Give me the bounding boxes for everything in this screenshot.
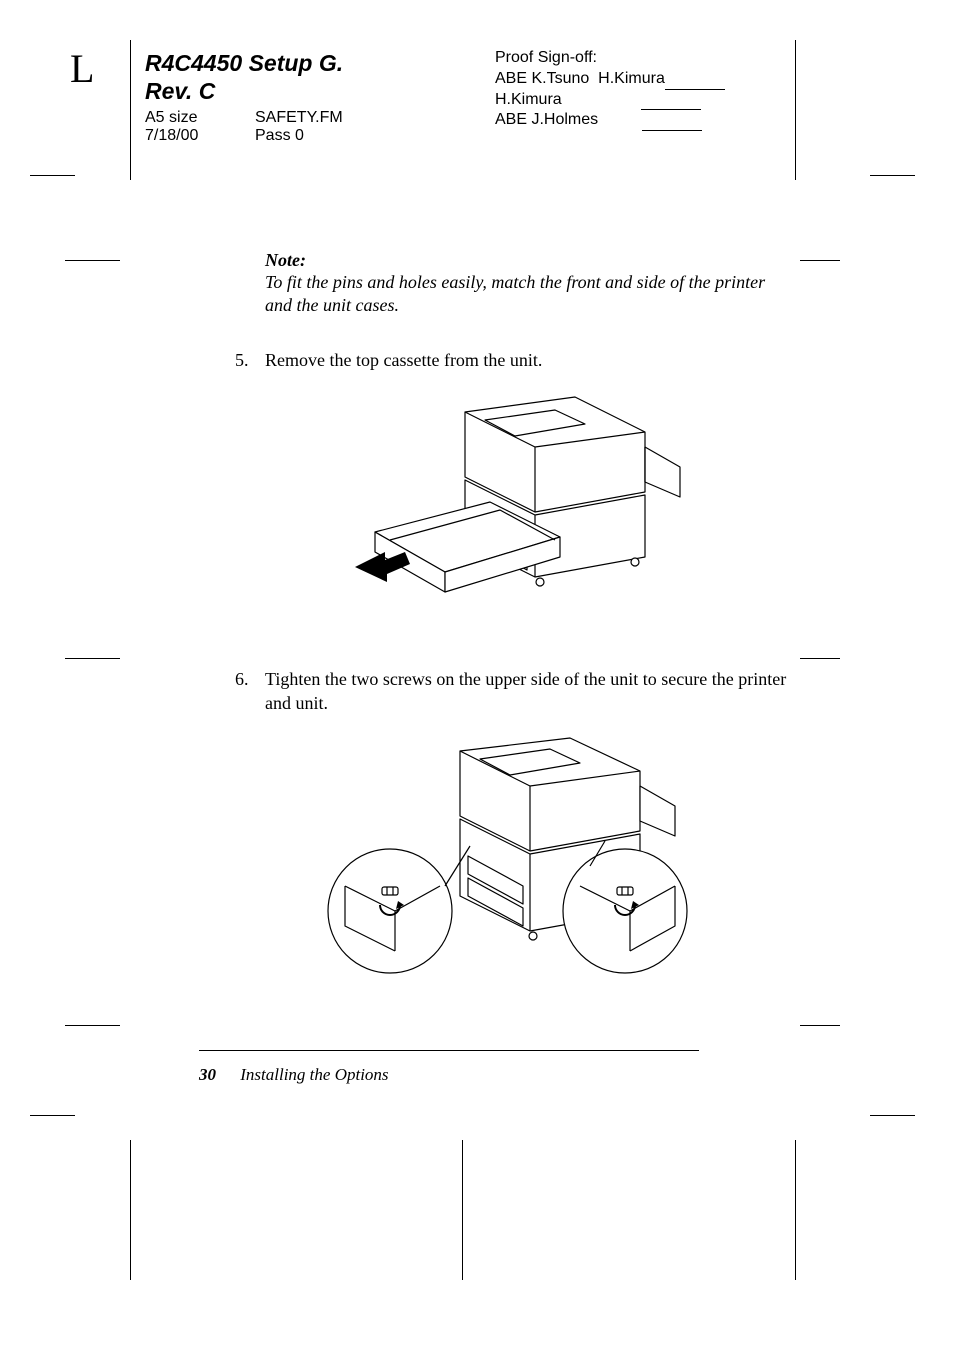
crop-tick — [65, 1025, 120, 1026]
printer-illustration-2 — [305, 736, 725, 1006]
meta-file: SAFETY.FM — [255, 109, 343, 127]
figure-screw-tighten — [235, 736, 795, 1011]
proof-signoff: Proof Sign-off: ABE K.Tsuno H.Kimura H.K… — [495, 48, 725, 131]
crop-tick — [800, 1025, 840, 1026]
body-content: Note: To fit the pins and holes easily, … — [235, 250, 795, 1051]
meta-date: 7/18/00 — [145, 127, 255, 145]
doc-title-line1: R4C4450 Setup G. — [145, 50, 343, 78]
signoff-name-2: H.Kimura — [495, 91, 562, 108]
figure-cassette-removal — [235, 392, 795, 627]
header-divider — [130, 40, 131, 180]
crop-tick — [870, 1115, 915, 1116]
step-5: 5. Remove the top cassette from the unit… — [235, 348, 795, 372]
page-number: 30 — [199, 1065, 216, 1084]
crop-tick — [800, 658, 840, 659]
printer-illustration-1 — [345, 392, 685, 622]
signoff-label: Proof Sign-off: — [495, 48, 725, 69]
header-right-rule — [795, 40, 796, 180]
crop-tick — [65, 260, 120, 261]
note-text: To fit the pins and holes easily, match … — [265, 271, 795, 318]
crop-tick — [30, 175, 75, 176]
crop-tick — [800, 260, 840, 261]
page-footer: 30 Installing the Options — [199, 1065, 389, 1085]
step-6: 6. Tighten the two screws on the upper s… — [235, 667, 795, 716]
doc-title-line2: Rev. C — [145, 78, 343, 106]
meta-size: A5 size — [145, 109, 255, 127]
note-label: Note: — [265, 250, 795, 271]
step-text: Tighten the two screws on the upper side… — [265, 667, 795, 716]
footer-section-title: Installing the Options — [240, 1065, 388, 1084]
page-side-marker: L — [70, 45, 94, 92]
step-text: Remove the top cassette from the unit. — [265, 348, 795, 372]
crop-tick — [30, 1115, 75, 1116]
signoff-blank — [642, 130, 702, 131]
signoff-name-1b: H.Kimura — [598, 70, 665, 87]
signoff-name-3: ABE J.Holmes — [495, 111, 598, 128]
signoff-name-1a: ABE K.Tsuno — [495, 70, 589, 87]
step-number: 5. — [235, 348, 265, 372]
step-number: 6. — [235, 667, 265, 716]
doc-header: R4C4450 Setup G. Rev. C A5 size SAFETY.F… — [145, 50, 343, 145]
crop-tick — [870, 175, 915, 176]
crop-tick — [65, 658, 120, 659]
meta-pass: Pass 0 — [255, 127, 304, 145]
note-block: Note: To fit the pins and holes easily, … — [265, 250, 795, 318]
footer-rule — [199, 1050, 699, 1051]
